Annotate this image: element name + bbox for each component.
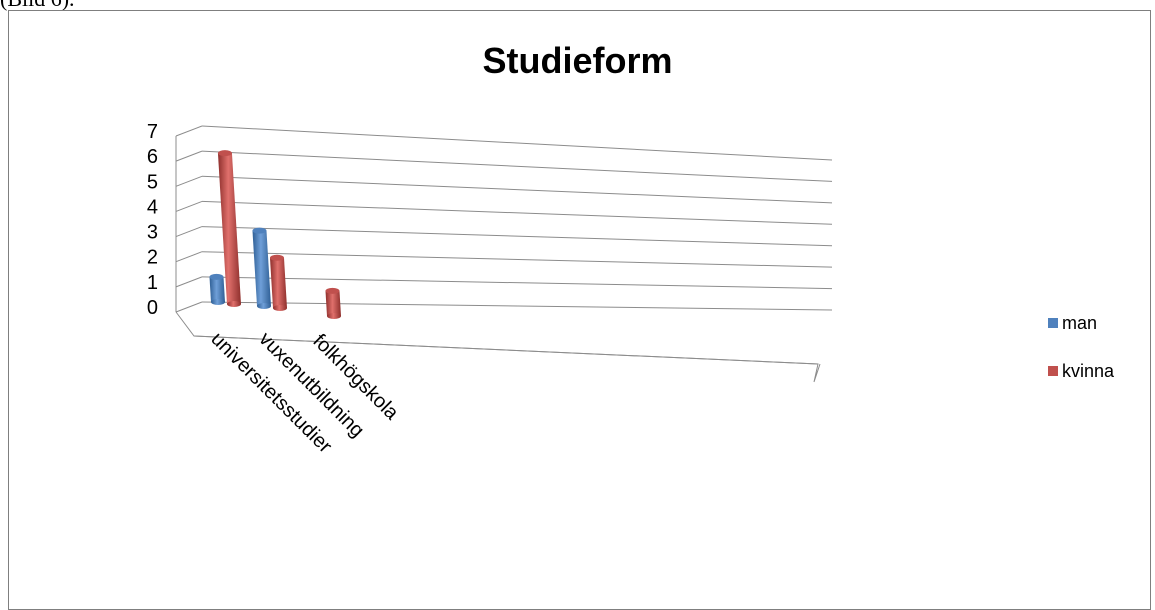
legend-label-kvinna: kvinna (1062, 360, 1115, 381)
y-tick-label: 5 (147, 171, 158, 193)
gridline-side (175, 301, 203, 313)
gridline-side (175, 226, 203, 238)
chart-title: Studieform (482, 40, 673, 81)
gridline (201, 125, 833, 161)
bar-kvinna-1 (269, 254, 287, 311)
gridline-side (175, 175, 203, 187)
gridline (201, 150, 833, 182)
y-tick-label: 2 (147, 247, 158, 269)
gridline-side (175, 200, 203, 212)
gridline-side (175, 251, 203, 263)
gridline (201, 175, 833, 204)
chart-area (8, 10, 1151, 610)
caption-text: (Bild 6). (0, 0, 75, 12)
legend: man kvinna (1048, 312, 1114, 408)
y-tick-label: 1 (147, 272, 158, 294)
gridline (201, 226, 833, 247)
bar-man-0 (209, 273, 225, 305)
y-tick-label: 6 (147, 146, 158, 168)
legend-swatch-kvinna (1048, 366, 1058, 376)
gridline-side (175, 276, 203, 288)
legend-item-man: man (1048, 312, 1114, 334)
gridline (201, 276, 833, 290)
gridline-side (175, 150, 203, 162)
gridline (201, 200, 833, 225)
y-tick-label: 3 (147, 222, 158, 244)
y-tick-label: 7 (147, 121, 158, 143)
legend-swatch-man (1048, 318, 1058, 328)
bar-kvinna-2 (325, 287, 341, 319)
legend-item-kvinna: kvinna (1048, 360, 1114, 382)
y-tick-label: 0 (147, 297, 158, 319)
gridline (201, 251, 833, 268)
bar-kvinna-0 (217, 150, 241, 307)
bar-man-1 (252, 227, 271, 309)
y-tick-label: 4 (147, 196, 158, 218)
gridline (201, 301, 833, 311)
gridline-side (175, 125, 203, 137)
legend-label-man: man (1062, 312, 1098, 333)
floor-front-edge (193, 335, 819, 365)
